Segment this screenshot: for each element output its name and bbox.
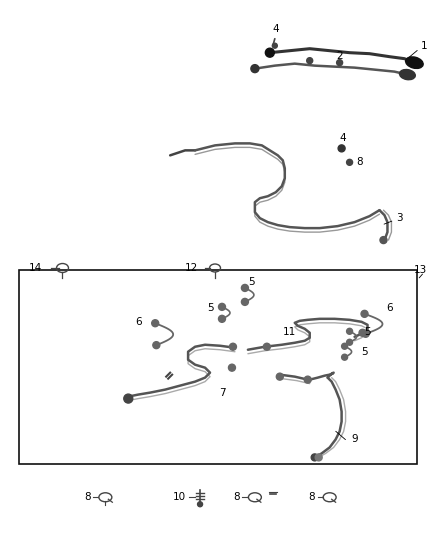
Circle shape	[346, 159, 353, 165]
Circle shape	[251, 64, 259, 72]
Ellipse shape	[399, 69, 415, 80]
Circle shape	[311, 454, 318, 461]
Circle shape	[304, 376, 311, 383]
Text: 14: 14	[29, 263, 42, 273]
Text: 5: 5	[207, 303, 213, 313]
Circle shape	[338, 145, 345, 152]
Text: 4: 4	[272, 24, 279, 34]
Circle shape	[153, 342, 160, 349]
Circle shape	[346, 328, 353, 334]
Circle shape	[241, 285, 248, 292]
Text: 6: 6	[135, 317, 141, 327]
Text: 8: 8	[308, 492, 314, 502]
Circle shape	[152, 320, 159, 327]
Circle shape	[230, 343, 237, 350]
Text: 12: 12	[185, 263, 198, 273]
Text: 5: 5	[249, 277, 255, 287]
Circle shape	[219, 303, 226, 310]
Text: 9: 9	[351, 434, 358, 445]
Circle shape	[219, 316, 226, 322]
Text: 4: 4	[339, 133, 346, 143]
Bar	[19, 270, 417, 464]
Circle shape	[342, 354, 348, 360]
Circle shape	[337, 60, 343, 66]
Text: 10: 10	[173, 492, 186, 502]
Text: 13: 13	[414, 265, 427, 275]
Circle shape	[346, 340, 353, 345]
Text: 8: 8	[233, 492, 240, 502]
Circle shape	[315, 454, 322, 461]
Circle shape	[229, 364, 236, 371]
Circle shape	[380, 237, 387, 244]
Circle shape	[263, 343, 270, 350]
Text: 5: 5	[364, 327, 371, 337]
Circle shape	[307, 58, 313, 63]
Text: 8: 8	[356, 157, 363, 167]
Text: 11: 11	[283, 327, 297, 337]
Circle shape	[265, 48, 274, 57]
Circle shape	[342, 343, 348, 349]
Circle shape	[241, 298, 248, 305]
Circle shape	[276, 373, 283, 380]
Text: 8: 8	[84, 492, 90, 502]
Circle shape	[361, 310, 368, 317]
Circle shape	[272, 43, 277, 48]
Text: 7: 7	[219, 387, 225, 398]
Text: 1: 1	[421, 41, 427, 51]
Text: 2: 2	[336, 51, 343, 61]
Text: 5: 5	[361, 347, 368, 357]
Ellipse shape	[406, 57, 423, 68]
Circle shape	[124, 394, 133, 403]
Circle shape	[359, 329, 366, 336]
Circle shape	[198, 502, 202, 507]
Circle shape	[362, 330, 369, 337]
Text: 6: 6	[386, 303, 393, 313]
Text: 3: 3	[396, 213, 403, 223]
